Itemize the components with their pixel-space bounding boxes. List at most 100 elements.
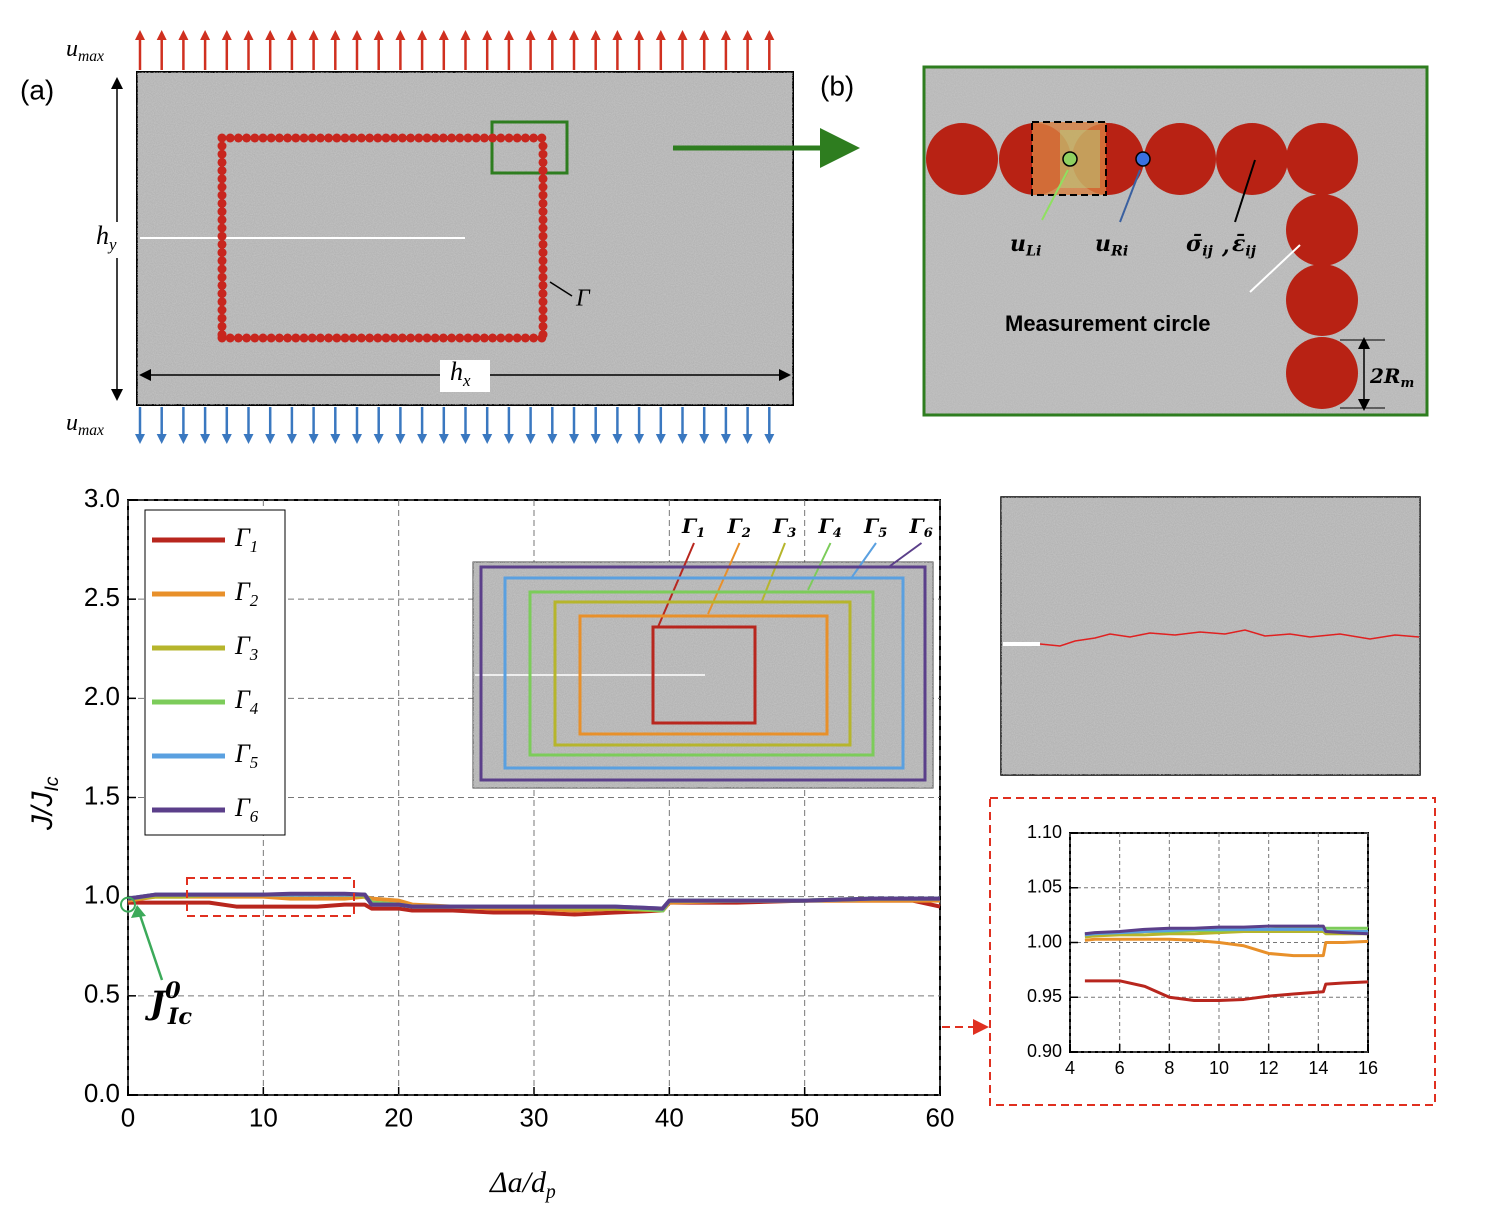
pointer — [1249, 244, 1301, 293]
load-arrowhead — [655, 30, 666, 40]
contour-point — [422, 333, 432, 343]
displacement-label-base: u — [1095, 231, 1111, 257]
load-arrowhead — [373, 30, 384, 40]
measurement-circle — [1286, 194, 1358, 266]
contour-label-base: Γ — [681, 514, 698, 538]
load-arrowhead — [720, 434, 731, 444]
zoom-region — [186, 877, 355, 917]
load-arrowhead — [482, 434, 493, 444]
contour-point — [217, 157, 227, 167]
contour-point — [217, 198, 227, 208]
contour-point — [373, 333, 383, 343]
contour-label-sub: 1 — [696, 526, 705, 541]
load-arrowhead — [634, 434, 645, 444]
contour-point — [455, 133, 465, 143]
x-axis-label-base: Δa/d — [489, 1166, 547, 1199]
contour-point — [217, 272, 227, 282]
x-tick-label: 4 — [1065, 1058, 1075, 1078]
load-arrowhead — [417, 434, 428, 444]
load-arrowhead — [720, 30, 731, 40]
load-arrowhead — [612, 434, 623, 444]
dimension-label-sub: x — [462, 371, 471, 390]
measurement-circle — [1286, 337, 1358, 409]
left-point — [1062, 151, 1078, 167]
load-arrowhead — [200, 30, 211, 40]
pointer — [1234, 159, 1256, 223]
dimension-label-base: h — [96, 221, 109, 250]
y-tick-label: 1.05 — [1027, 877, 1062, 897]
load-arrowhead — [156, 30, 167, 40]
y-tick-label: 3.0 — [84, 483, 120, 513]
contour-point — [274, 133, 284, 143]
load-arrowhead — [460, 434, 471, 444]
contour-point — [538, 207, 548, 217]
label-bg — [440, 360, 490, 392]
contour-label-sub: 4 — [833, 526, 842, 541]
contour-point — [447, 133, 457, 143]
load-label-base: u — [66, 410, 78, 436]
x-tick-label: 14 — [1308, 1058, 1328, 1078]
panel-b: (b) — [820, 65, 1429, 417]
contour — [578, 614, 829, 736]
legend-label-sub: 1 — [250, 537, 258, 556]
stress-label-base: σ̄ — [1186, 231, 1203, 257]
x-tick-label: 20 — [384, 1103, 413, 1133]
load-arrowhead — [438, 30, 449, 40]
load-arrowhead — [243, 434, 254, 444]
contour-point — [217, 330, 227, 340]
contour-point — [397, 133, 407, 143]
contour-point — [463, 333, 473, 343]
load-arrowhead — [634, 30, 645, 40]
load-arrowhead — [330, 30, 341, 40]
load-arrowhead — [503, 30, 514, 40]
contour-point — [538, 280, 548, 290]
panel-label: (b) — [820, 70, 854, 101]
contour — [479, 565, 927, 782]
contour-point — [217, 248, 227, 258]
load-arrowhead — [352, 434, 362, 444]
load-arrowhead — [525, 30, 536, 40]
contour-point — [538, 239, 548, 249]
load-arrowhead — [547, 434, 558, 444]
contour-label: Γ2 — [727, 514, 751, 541]
dimension-label-base: h — [450, 357, 463, 386]
contour-pointer — [851, 542, 877, 578]
legend-label-sub: 3 — [249, 645, 258, 664]
dimension-label: hy — [96, 221, 117, 254]
x-axis-label-sub: p — [544, 1182, 556, 1203]
zoom-box — [490, 120, 569, 175]
x-tick-label: 8 — [1164, 1058, 1174, 1078]
contour-label: Γ4 — [818, 514, 842, 541]
cell-border — [1031, 121, 1107, 196]
contour-point — [422, 133, 432, 143]
panel-label: (a) — [20, 74, 54, 105]
contour-point — [414, 333, 424, 343]
x-tick-label: 6 — [1115, 1058, 1125, 1078]
load-label-sub: max — [78, 422, 104, 439]
legend-label-base: Γ — [234, 793, 251, 822]
contour-point — [307, 333, 317, 343]
contour-point — [373, 133, 383, 143]
contour-point — [217, 289, 227, 299]
contour-point — [242, 133, 252, 143]
contour-point — [217, 321, 227, 331]
radius-label-base: 2R — [1369, 364, 1401, 388]
contour-point — [217, 280, 227, 290]
contour-point — [520, 333, 530, 343]
separator: , — [1221, 233, 1230, 259]
contour-point — [488, 133, 498, 143]
legend-label: Γ3 — [234, 631, 258, 664]
load-arrowhead — [547, 30, 558, 40]
contour-point — [365, 133, 375, 143]
legend-label: Γ1 — [234, 523, 258, 556]
load-arrowhead — [742, 30, 753, 40]
contour-label: Γ3 — [772, 514, 796, 541]
contour-point — [538, 141, 548, 151]
contour-label: Γ1 — [681, 514, 705, 541]
contour-point — [356, 333, 366, 343]
contour-point — [266, 333, 276, 343]
contour-point — [225, 333, 235, 343]
x-tick-label: 60 — [926, 1103, 955, 1133]
contour-point — [463, 133, 473, 143]
displacement-label: uRi — [1095, 231, 1128, 260]
